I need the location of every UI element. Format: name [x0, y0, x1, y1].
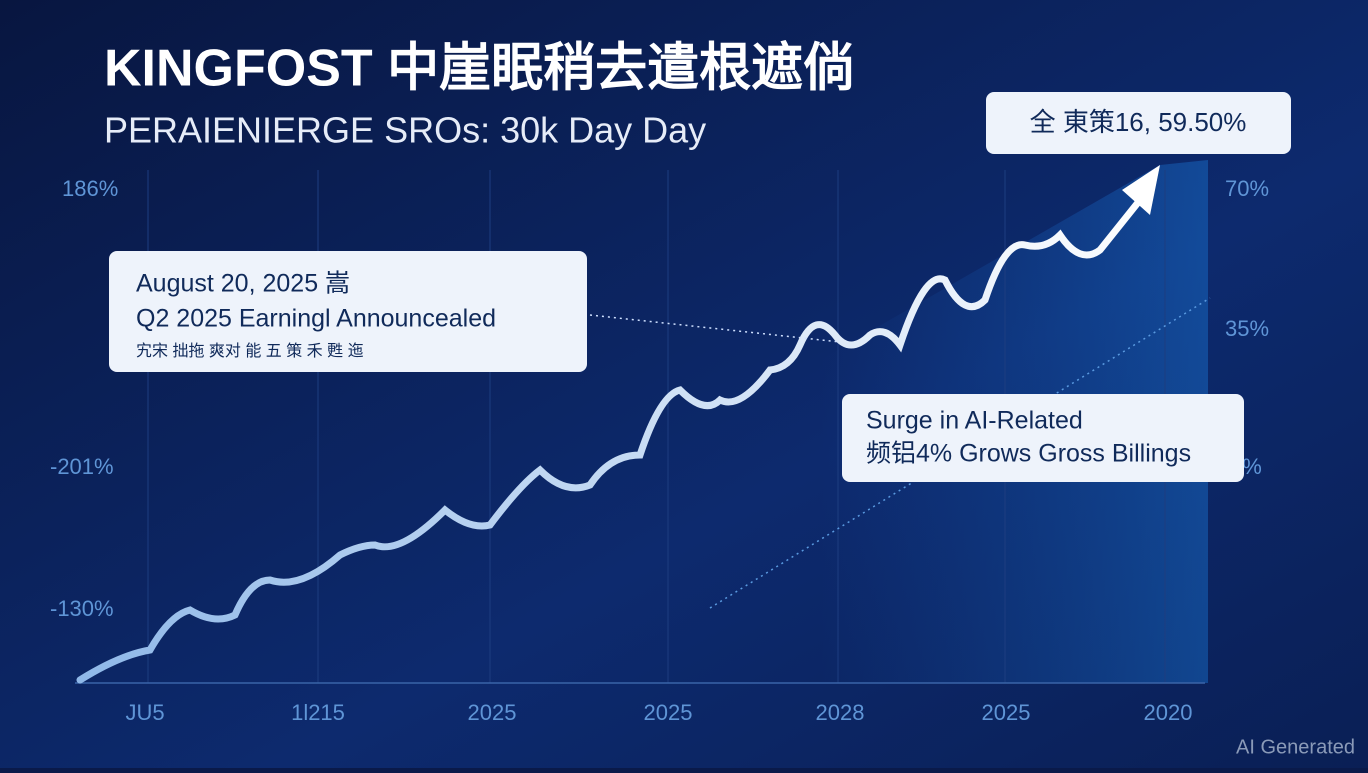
subtitle: PERAIENIERGE SROs: 30k Day Day — [104, 110, 706, 151]
callout-line: 频铝4% Grows Gross Billings — [866, 440, 1191, 468]
x-label: 2025 — [982, 700, 1031, 725]
arrow-head — [1122, 165, 1160, 215]
right-label: 70% — [1225, 176, 1269, 201]
callout-box — [109, 251, 587, 372]
x-label: 2025 — [468, 700, 517, 725]
x-label: 2028 — [816, 700, 865, 725]
left-label: -130% — [50, 596, 114, 621]
callout-line: Surge in AI-Related — [866, 407, 1083, 435]
left-label: -201% — [50, 454, 114, 479]
x-label: JU5 — [125, 700, 164, 725]
x-label: 2025 — [644, 700, 693, 725]
callout-line: 宄宋 拙拖 爽对 能 五 策 禾 甦 迤 — [136, 342, 364, 360]
right-label: 35% — [1225, 316, 1269, 341]
callout-box — [842, 394, 1244, 482]
badge: 全 東策16, 59.50% — [1030, 107, 1247, 137]
watermark: AI Generated — [1236, 736, 1355, 758]
left-label: 186% — [62, 176, 118, 201]
callout-line: August 20, 2025 嵩 — [136, 270, 350, 298]
x-label: 2020 — [1144, 700, 1193, 725]
x-label: 1l215 — [291, 700, 345, 725]
badge-box — [986, 92, 1291, 154]
trend-line — [76, 196, 1144, 684]
callout-line: Q2 2025 Earningl Announcealed — [136, 305, 496, 333]
title: KINGFOST 中崖眠稍去遣根遮倘 — [104, 40, 855, 98]
